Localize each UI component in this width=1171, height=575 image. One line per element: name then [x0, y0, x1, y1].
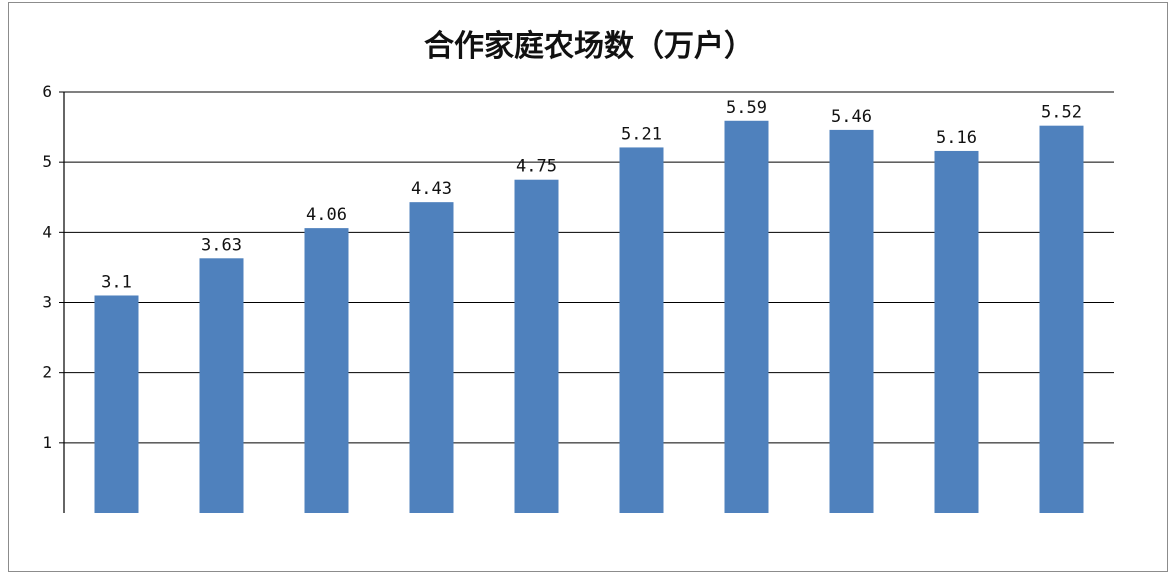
y-axis: 1 2 3 4 5 6 — [42, 82, 65, 513]
bar — [934, 150, 979, 513]
bar — [514, 179, 559, 514]
bar-value-label: 5.46 — [831, 107, 872, 127]
bar — [619, 147, 664, 513]
y-tick-label: 1 — [42, 433, 52, 452]
bar — [724, 120, 769, 513]
bar — [409, 202, 454, 513]
bar — [304, 228, 349, 513]
bar-value-label: 3.1 — [101, 272, 132, 292]
y-tick-label: 2 — [42, 363, 52, 382]
bar-value-label: 5.52 — [1041, 103, 1082, 123]
data-labels: 3.1 3.63 4.06 4.43 4.75 5.21 5.59 5.46 5.16 5.52 — [101, 98, 1082, 293]
y-tick-label: 4 — [42, 222, 52, 241]
bar — [199, 258, 244, 513]
bar-value-label: 5.59 — [726, 98, 767, 118]
bar-value-label: 4.06 — [306, 205, 347, 225]
bars — [94, 120, 1084, 514]
chart-frame: 合作家庭农场数（万户） 1 2 3 4 5 6 3.1 3.63 4.06 4.43 4.75 5.… — [8, 2, 1168, 572]
chart-title: 合作家庭农场数（万户） — [424, 29, 754, 64]
y-tick-label: 5 — [42, 152, 52, 171]
y-tick-label: 6 — [42, 82, 52, 101]
bar-value-label: 4.75 — [516, 157, 557, 177]
bar-value-label: 5.21 — [621, 124, 662, 144]
bar-value-label: 5.16 — [936, 128, 977, 148]
y-tick-label: 3 — [42, 293, 52, 312]
bar-value-label: 4.43 — [411, 179, 452, 199]
bar — [829, 129, 874, 513]
bar-value-label: 3.63 — [201, 235, 242, 255]
bar — [94, 295, 139, 513]
bar-chart: 1 2 3 4 5 6 3.1 3.63 4.06 4.43 4.75 5.21 5.59 5.46 5.… — [42, 82, 1114, 514]
bar — [1039, 125, 1084, 514]
